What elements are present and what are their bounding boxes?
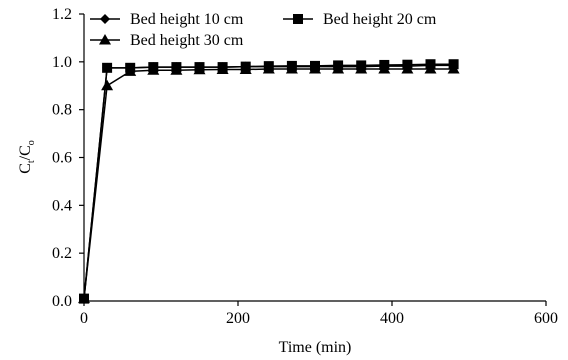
- y-tick-label: 0.2: [52, 245, 72, 262]
- x-axis-label: Time (min): [279, 339, 352, 356]
- data-point-triangle: [424, 63, 437, 74]
- y-tick-label: 1.2: [52, 6, 72, 23]
- data-point-triangle: [170, 64, 183, 75]
- data-point-triangle: [262, 63, 275, 74]
- legend-marker-triangle: [99, 34, 111, 45]
- legend-marker-square: [293, 14, 303, 24]
- legend-label: Bed height 20 cm: [323, 11, 437, 28]
- y-axis-label-c0: /C: [17, 145, 34, 160]
- data-point-triangle: [124, 65, 137, 76]
- y-tick-label: 0.4: [52, 197, 72, 214]
- data-point-square: [102, 62, 113, 73]
- x-ticks: 0 200 400 600: [80, 301, 558, 327]
- x-tick-label: 0: [80, 310, 88, 327]
- y-tick-label: 0.6: [52, 150, 72, 167]
- data-point-triangle: [332, 63, 345, 74]
- x-tick-label: 600: [534, 310, 558, 327]
- series-triangle: [78, 63, 460, 304]
- legend-label: Bed height 30 cm: [130, 32, 244, 49]
- y-tick-label: 1.0: [52, 54, 72, 71]
- y-axis-label: Ct/Co: [17, 140, 37, 174]
- legend: Bed height 10 cm Bed height 20 cm Bed heig…: [90, 11, 437, 49]
- y-tick-label: 0.8: [52, 102, 72, 119]
- series-line-triangle: [83, 68, 454, 299]
- series-line-diamond: [83, 64, 454, 299]
- legend-item: Bed height 20 cm: [283, 11, 437, 28]
- y-axis-label-sub-o: o: [26, 140, 37, 145]
- series-line-square: [83, 63, 454, 299]
- legend-label: Bed height 10 cm: [130, 11, 244, 28]
- y-ticks: 0.0 0.2 0.4 0.6 0.8 1.0 1.2: [52, 6, 84, 310]
- legend-item: Bed height 10 cm: [90, 11, 244, 28]
- series-diamond: [79, 60, 459, 304]
- data-point-triangle: [401, 63, 414, 74]
- data-point-triangle: [216, 63, 229, 74]
- data-point-triangle: [309, 63, 321, 74]
- data-point-triangle: [78, 292, 90, 304]
- x-tick-label: 400: [380, 310, 404, 327]
- y-axis-label-sub-t: t: [26, 160, 37, 163]
- data-point-triangle: [193, 63, 206, 75]
- series-layer: [78, 59, 460, 304]
- legend-item: Bed height 30 cm: [90, 32, 244, 49]
- data-point-triangle: [447, 63, 460, 74]
- data-point-triangle: [285, 63, 298, 74]
- y-axis-label-c: C: [17, 163, 34, 174]
- data-point-triangle: [239, 63, 252, 74]
- data-point-triangle: [378, 63, 391, 74]
- series-square: [79, 59, 459, 304]
- data-point-triangle: [355, 63, 368, 74]
- data-point-triangle: [101, 79, 114, 91]
- legend-marker-diamond: [100, 14, 110, 24]
- data-point-triangle: [147, 64, 160, 75]
- y-tick-label: 0.0: [52, 293, 72, 310]
- x-tick-label: 200: [226, 310, 250, 327]
- axes: [83, 14, 546, 302]
